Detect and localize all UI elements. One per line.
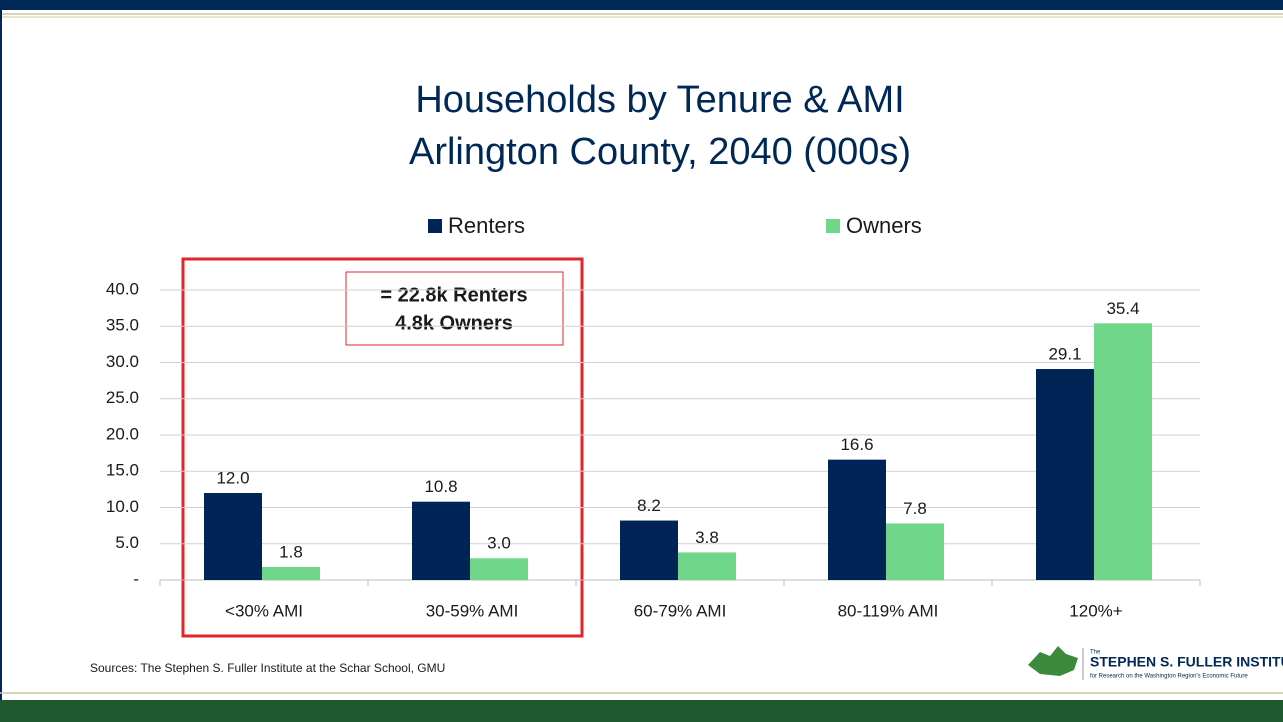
y-tick-label: 25.0: [106, 388, 139, 407]
y-tick-label: 30.0: [106, 352, 139, 371]
data-label: 3.0: [487, 534, 511, 553]
legend-swatch: [826, 219, 840, 233]
data-label: 12.0: [216, 468, 249, 487]
bar: [1094, 323, 1152, 580]
data-label: 10.8: [424, 477, 457, 496]
y-tick-label: 15.0: [106, 461, 139, 480]
legend-label: Renters: [448, 213, 525, 238]
bar: [678, 552, 736, 580]
logo-text: for Research on the Washington Region's …: [1090, 674, 1248, 680]
logo-text: STEPHEN S. FULLER INSTITUTE: [1090, 654, 1283, 670]
bar: [470, 558, 528, 580]
x-tick-label: 120%+: [1069, 601, 1122, 620]
x-tick-label: 60-79% AMI: [634, 601, 727, 620]
legend-swatch: [428, 219, 442, 233]
bar: [412, 501, 470, 580]
annotation: 4.8k Owners: [395, 312, 513, 334]
bar: [886, 523, 944, 580]
bar: [204, 493, 262, 580]
data-label: 8.2: [637, 496, 661, 515]
bar: [1036, 369, 1094, 580]
logo-mark: [1028, 646, 1078, 676]
chart-title: Households by Tenure & AMI: [415, 79, 904, 121]
data-label: 1.8: [279, 542, 303, 561]
y-tick-label: 40.0: [106, 279, 139, 298]
annotation: = 22.8k Renters: [380, 284, 527, 306]
chart-subtitle: Arlington County, 2040 (000s): [409, 131, 911, 173]
bar: [620, 520, 678, 580]
bar: [828, 459, 886, 580]
y-tick-label: 10.0: [106, 497, 139, 516]
top-bar: [0, 0, 1283, 10]
y-tick-label: 5.0: [115, 533, 139, 552]
y-tick-label: 20.0: [106, 424, 139, 443]
x-tick-label: 30-59% AMI: [426, 601, 519, 620]
data-label: 3.8: [695, 528, 719, 547]
x-tick-label: <30% AMI: [225, 601, 303, 620]
data-label: 35.4: [1106, 299, 1139, 318]
y-tick-label: 35.0: [106, 316, 139, 335]
left-border: [0, 0, 2, 722]
bar: [262, 566, 320, 580]
legend-label: Owners: [846, 213, 922, 238]
data-label: 29.1: [1048, 345, 1081, 364]
y-tick-label: -: [133, 569, 139, 588]
data-label: 7.8: [903, 499, 927, 518]
logo-text: The: [1090, 650, 1101, 656]
annotation-box: [345, 271, 564, 346]
highlight-box: [181, 257, 584, 638]
source-note: Sources: The Stephen S. Fuller Institute…: [90, 661, 445, 675]
x-tick-label: 80-119% AMI: [838, 601, 939, 620]
data-label: 16.6: [840, 435, 873, 454]
bottom-bar: [0, 700, 1283, 722]
